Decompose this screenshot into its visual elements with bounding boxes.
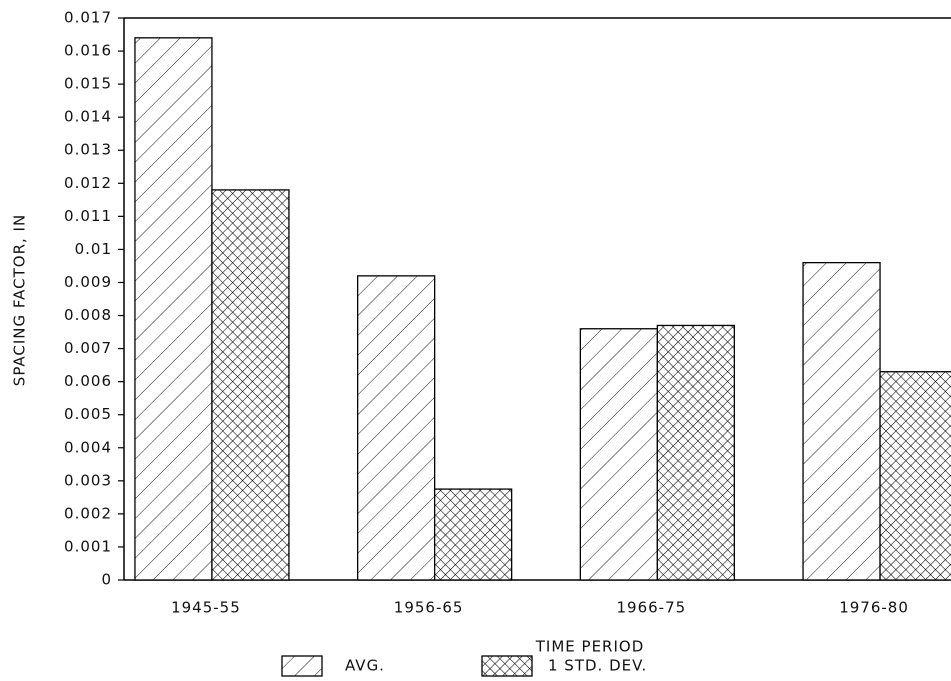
y-tick-label: 0.016 [64, 42, 112, 60]
bar [134, 37, 213, 581]
x-tick-label: 1976-80 [839, 599, 909, 617]
y-tick-label: 0.015 [64, 75, 112, 93]
y-tick-label: 0.012 [64, 174, 112, 192]
y-tick-label: 0.001 [64, 537, 112, 555]
y-tick-label: 0.007 [64, 339, 112, 357]
y-axis-label: SPACING FACTOR, IN [11, 214, 29, 386]
y-tick-label: 0.003 [64, 471, 112, 489]
y-tick-label: 0.011 [64, 207, 112, 225]
y-tick-label: 0.013 [64, 141, 112, 159]
y-tick-label: 0 [101, 571, 112, 589]
bar [433, 488, 513, 581]
y-tick-label: 0.014 [64, 108, 112, 126]
y-tick-label: 0.008 [64, 306, 112, 324]
x-axis-label: TIME PERIOD [535, 638, 645, 656]
y-tick-label: 0.006 [64, 372, 112, 390]
y-tick-label: 0.002 [64, 504, 112, 522]
x-tick-label: 1966-75 [617, 599, 687, 617]
y-tick-label: 0.009 [64, 273, 112, 291]
y-tick-label: 0.017 [64, 9, 112, 27]
x-tick-label: 1945-55 [171, 599, 241, 617]
bar [802, 261, 881, 581]
bar [656, 324, 735, 581]
bar [211, 189, 290, 581]
bars [134, 37, 951, 581]
bar [356, 275, 436, 581]
legend-swatch [481, 655, 533, 677]
legend-label: AVG. [345, 657, 385, 675]
legend-swatch [281, 655, 323, 677]
legend-label: 1 STD. DEV. [548, 657, 647, 675]
x-tick-label: 1956-65 [394, 599, 464, 617]
y-tick-label: 0.01 [75, 240, 112, 258]
bar [579, 328, 658, 581]
y-tick-label: 0.005 [64, 405, 112, 423]
y-tick-label: 0.004 [64, 438, 112, 456]
bar [879, 371, 951, 581]
